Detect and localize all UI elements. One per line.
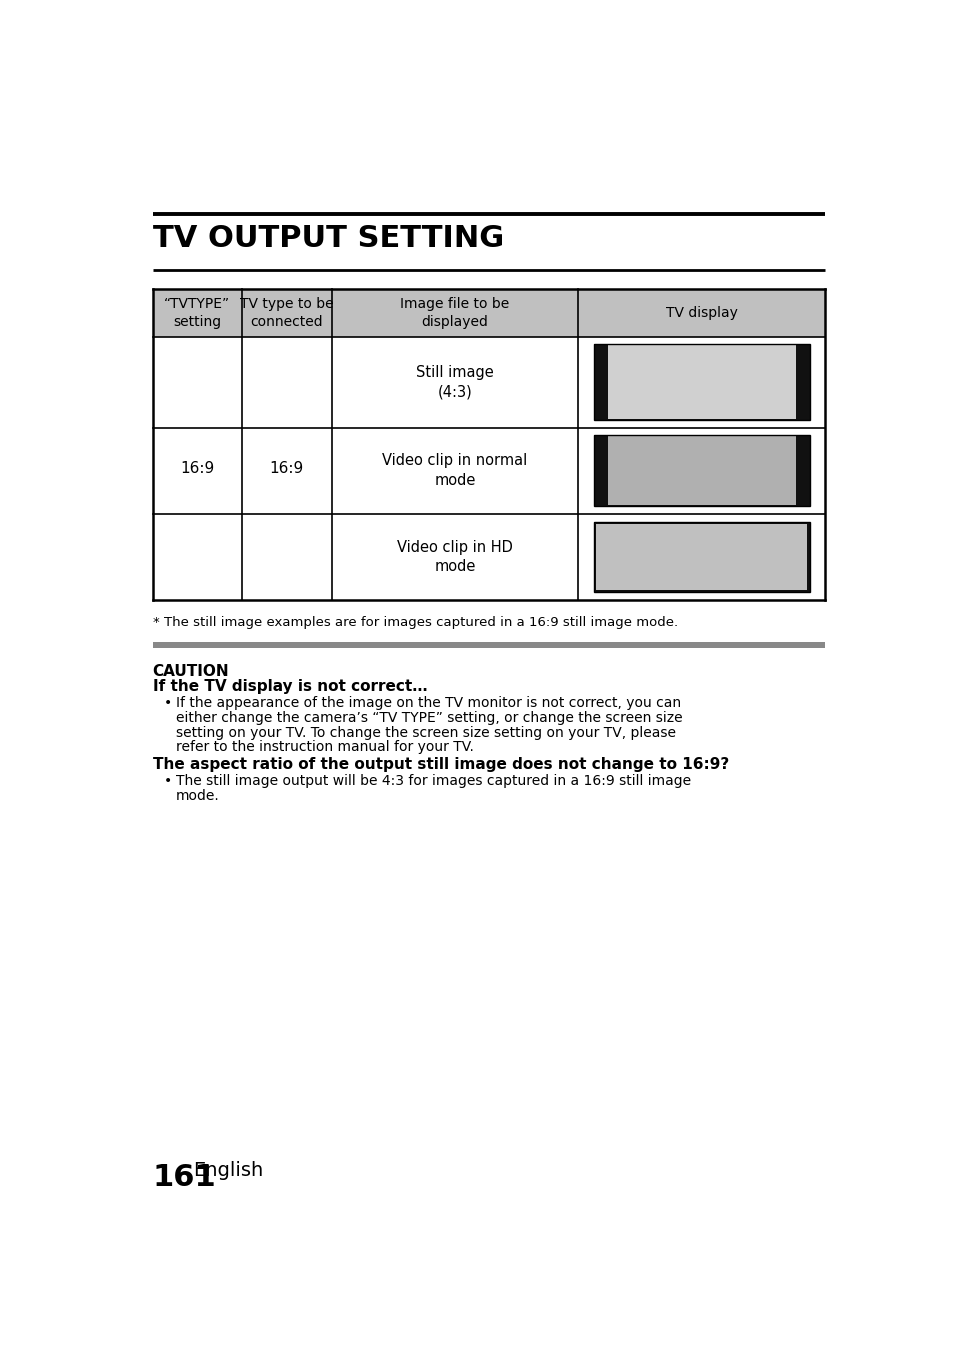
Text: •: • xyxy=(164,774,172,788)
Text: 16:9: 16:9 xyxy=(270,460,304,477)
Bar xyxy=(594,521,809,593)
Text: TV type to be
connected: TV type to be connected xyxy=(240,297,334,329)
Text: refer to the instruction manual for your TV.: refer to the instruction manual for your… xyxy=(175,740,474,755)
Bar xyxy=(594,344,809,420)
Text: The still image output will be 4:3 for images captured in a 16:9 still image: The still image output will be 4:3 for i… xyxy=(175,774,690,788)
Text: 161: 161 xyxy=(152,1162,216,1192)
Bar xyxy=(594,435,809,506)
Text: TV display: TV display xyxy=(665,306,737,320)
Text: Video clip in normal
mode: Video clip in normal mode xyxy=(382,454,527,489)
Text: Still image
(4:3): Still image (4:3) xyxy=(416,364,494,400)
Text: English: English xyxy=(193,1161,263,1180)
Text: Image file to be
displayed: Image file to be displayed xyxy=(400,297,509,329)
Text: setting on your TV. To change the screen size setting on your TV, please: setting on your TV. To change the screen… xyxy=(175,726,675,740)
Bar xyxy=(594,344,809,420)
Bar xyxy=(152,643,824,648)
Text: * The still image examples are for images captured in a 16:9 still image mode.: * The still image examples are for image… xyxy=(152,617,677,629)
Text: either change the camera’s “TV TYPE” setting, or change the screen size: either change the camera’s “TV TYPE” set… xyxy=(175,711,681,725)
Bar xyxy=(594,521,809,593)
Bar xyxy=(152,289,824,336)
Text: Video clip in HD
mode: Video clip in HD mode xyxy=(396,540,513,574)
Bar xyxy=(594,435,809,506)
Bar xyxy=(607,436,795,505)
Bar xyxy=(607,346,795,420)
Text: mode.: mode. xyxy=(175,788,219,803)
Bar xyxy=(596,524,806,590)
Text: CAUTION: CAUTION xyxy=(152,664,229,679)
Text: 16:9: 16:9 xyxy=(180,460,214,477)
Text: If the TV display is not correct…: If the TV display is not correct… xyxy=(152,679,427,694)
Text: •: • xyxy=(164,697,172,710)
Text: TV OUTPUT SETTING: TV OUTPUT SETTING xyxy=(152,224,503,252)
Text: The aspect ratio of the output still image does not change to 16:9?: The aspect ratio of the output still ima… xyxy=(152,757,728,772)
Text: “TVTYPE”
setting: “TVTYPE” setting xyxy=(164,297,230,329)
Text: If the appearance of the image on the TV monitor is not correct, you can: If the appearance of the image on the TV… xyxy=(175,697,680,710)
